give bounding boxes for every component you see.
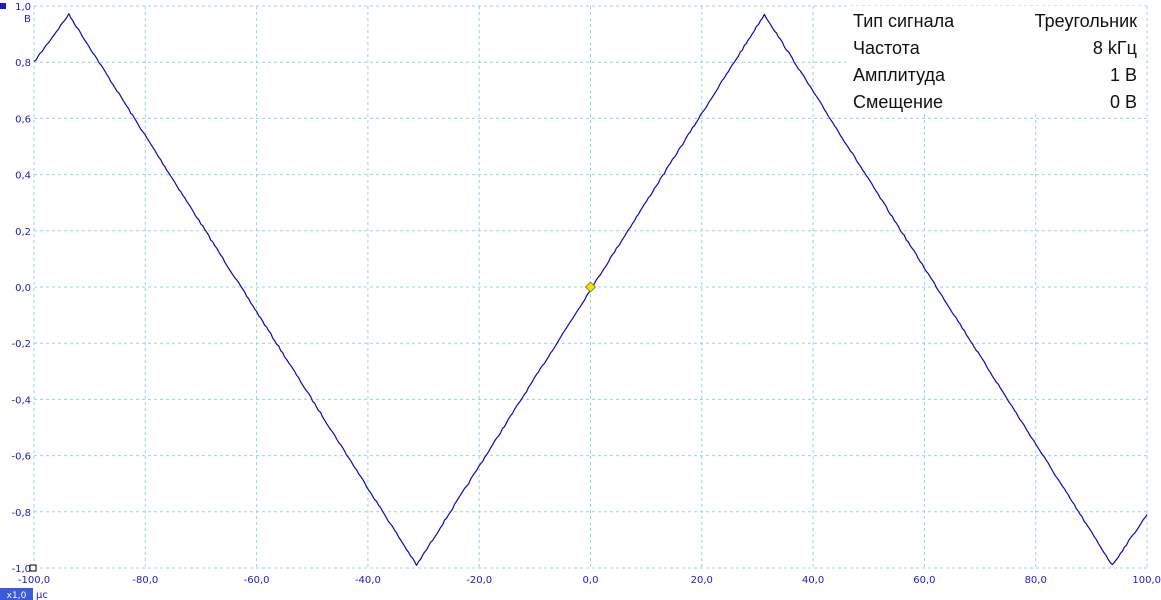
corner-square-icon xyxy=(29,564,37,572)
x-tick-label: 20,0 xyxy=(691,575,713,586)
info-label: Частота xyxy=(853,38,921,58)
info-label: Амплитуда xyxy=(853,65,946,85)
x-tick-label: -80,0 xyxy=(132,575,158,586)
x-tick-label: -20,0 xyxy=(466,575,492,586)
y-tick-label: -0,4 xyxy=(11,395,31,406)
y-unit-label: В xyxy=(24,14,31,25)
info-value: 0 В xyxy=(1110,92,1137,112)
x-tick-label: -40,0 xyxy=(355,575,381,586)
x-tick-labels: -100,0 -80,0 -60,0 -40,0 -20,0 0,0 20,0 40,0 60,… xyxy=(18,575,1161,586)
y-tick-label: -0,2 xyxy=(11,339,31,350)
x-tick-label: 60,0 xyxy=(913,575,935,586)
x-unit-label: µс xyxy=(36,590,48,600)
y-tick-label: 0,4 xyxy=(15,171,31,182)
y-tick-label: 1,0 xyxy=(15,2,31,13)
grid-lines xyxy=(33,5,1148,569)
signal-info-panel: Тип сигнала Треугольник Частота 8 kГц Амплит… xyxy=(846,6,1146,114)
info-label: Смещение xyxy=(853,92,943,112)
x-tick-label: -100,0 xyxy=(18,575,50,586)
y-tick-label: 0,8 xyxy=(15,58,31,69)
info-value: Треугольник xyxy=(1035,11,1137,31)
y-tick-labels: 1,0 0,8 0,6 0,4 0,2 0,0 -0,2 -0,4 -0,6 -0,8 -1,0 xyxy=(11,2,31,575)
info-value: 1 В xyxy=(1110,65,1137,85)
x-tick-label: -60,0 xyxy=(244,575,270,586)
y-tick-label: 0,2 xyxy=(15,227,31,238)
x-tick-label: 40,0 xyxy=(802,575,824,586)
y-tick-label: 0,0 xyxy=(15,283,31,294)
zoom-badge[interactable]: x1,0 xyxy=(0,588,33,600)
x-tick-label: 80,0 xyxy=(1025,575,1047,586)
info-panel-background xyxy=(846,6,1146,114)
info-value: 8 kГц xyxy=(1093,38,1137,58)
y-tick-label: -0,8 xyxy=(11,508,31,519)
y-tick-label: 0,6 xyxy=(15,114,31,125)
y-tick-label: -1,0 xyxy=(11,564,31,575)
x-tick-label: 100,0 xyxy=(1132,575,1161,586)
trigger-marker-icon[interactable] xyxy=(584,281,597,293)
y-tick-label: -0,6 xyxy=(11,452,31,463)
x-tick-label: 0,0 xyxy=(583,575,599,586)
info-label: Тип сигнала xyxy=(853,11,955,31)
zoom-badge-label: x1,0 xyxy=(7,591,27,600)
channel-marker-icon[interactable] xyxy=(0,3,6,9)
